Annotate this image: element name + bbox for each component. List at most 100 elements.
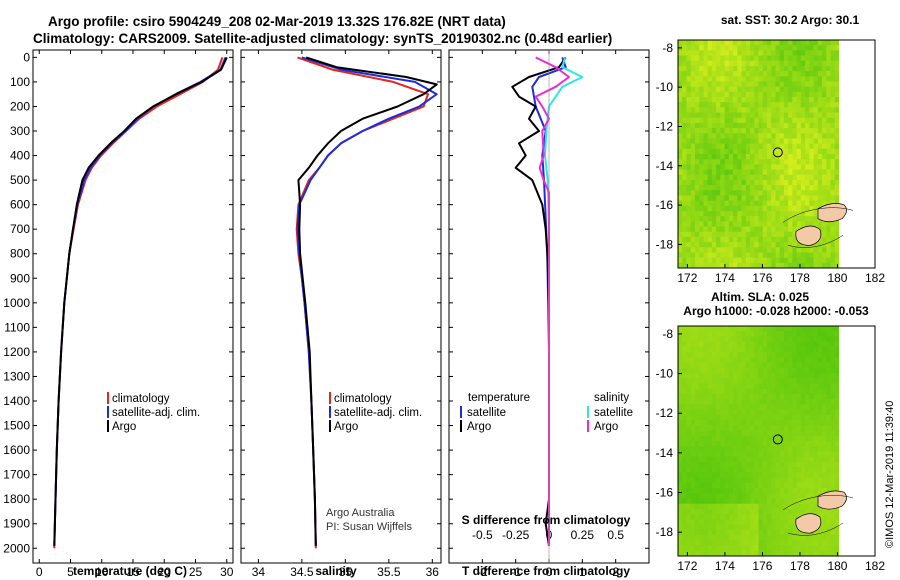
map-cell — [694, 441, 700, 447]
map-cell — [716, 65, 721, 72]
map-cell — [741, 451, 747, 458]
map-cell — [707, 367, 713, 374]
map-cell — [733, 76, 738, 82]
map-cell — [750, 154, 755, 160]
map-cell — [834, 508, 840, 515]
map-cell — [809, 91, 814, 98]
map-cell — [805, 326, 810, 332]
map-cell — [694, 179, 700, 186]
map-cell — [817, 122, 823, 129]
map-cell — [775, 524, 781, 531]
map-cell — [724, 399, 730, 405]
map-cell — [775, 362, 781, 369]
map-cell — [830, 247, 836, 253]
map-cell — [724, 117, 730, 124]
map-cell — [762, 45, 768, 51]
map-cell — [754, 456, 759, 463]
map-cell — [762, 159, 768, 165]
map-cell — [779, 185, 785, 191]
map-cell — [792, 195, 798, 202]
map-cell — [779, 257, 785, 264]
map-cell — [762, 508, 768, 515]
map-cell — [817, 425, 823, 431]
map-cell — [711, 174, 717, 181]
map-cell — [733, 71, 738, 77]
map-cell — [703, 524, 709, 531]
map-cell — [678, 488, 683, 494]
map-cell — [703, 76, 709, 82]
map-cell — [678, 211, 683, 217]
map-cell — [682, 467, 687, 473]
map-cell — [758, 216, 764, 222]
map-cell — [733, 169, 738, 176]
map-cell — [694, 112, 700, 119]
map-cell — [783, 257, 789, 264]
map-cell — [834, 154, 840, 160]
map-cell — [728, 236, 734, 243]
map-cell — [822, 446, 827, 452]
map-cell — [678, 236, 683, 243]
map-cell — [771, 133, 776, 139]
map-cell — [766, 190, 772, 196]
map-cell — [745, 76, 751, 82]
map-cell — [690, 190, 696, 196]
map-cell — [720, 174, 726, 181]
map-cell — [724, 133, 730, 139]
map-cell — [754, 341, 759, 348]
map-cell — [800, 508, 806, 515]
map-cell — [711, 107, 717, 113]
map-cell — [826, 252, 831, 259]
map-cell — [758, 174, 764, 181]
sla-map — [678, 326, 875, 556]
map-cell — [686, 461, 692, 468]
map-cell — [762, 112, 768, 119]
map-cell — [682, 393, 687, 400]
map-cell — [694, 550, 700, 556]
map-cell — [690, 331, 696, 337]
map-cell — [733, 414, 738, 421]
map-cell — [775, 336, 781, 343]
map-cell — [766, 519, 772, 526]
map-cell — [707, 446, 713, 452]
map-cell — [809, 503, 814, 510]
map-cell — [796, 262, 802, 268]
map-cell — [792, 200, 798, 207]
map-cell — [809, 76, 814, 82]
map-cell — [682, 441, 687, 447]
map-cell — [711, 519, 717, 526]
map-cell — [822, 461, 827, 468]
map-cell — [826, 477, 831, 484]
map-cell — [728, 185, 734, 191]
map-cell — [682, 128, 687, 134]
map-cell — [711, 252, 717, 259]
salinity-credit: Argo Australia PI: Susan Wijffels — [326, 507, 412, 533]
map-cell — [690, 107, 696, 113]
map-cell — [690, 112, 696, 119]
map-cell — [682, 117, 687, 124]
map-cell — [817, 242, 823, 248]
map-cell — [809, 55, 814, 62]
map-cell — [758, 357, 764, 363]
sst-map-frame — [677, 39, 876, 269]
map-cell — [754, 352, 759, 358]
map-cell — [783, 91, 789, 98]
map-cell — [834, 107, 840, 113]
map-cell — [724, 148, 730, 155]
map-cell — [796, 81, 802, 88]
map-cell — [817, 257, 823, 264]
map-cell — [678, 262, 683, 268]
map-cell — [707, 430, 713, 437]
map-cell — [813, 540, 819, 546]
map-cell — [779, 247, 785, 253]
map-cell — [678, 493, 683, 499]
map-cell — [788, 236, 793, 243]
map-cell — [737, 242, 742, 248]
map-cell — [830, 425, 836, 431]
map-cell — [733, 231, 738, 238]
map-cell — [750, 257, 755, 264]
map-cell — [779, 409, 785, 416]
map-cell — [728, 409, 734, 416]
map-cell — [741, 456, 747, 463]
map-cell — [711, 451, 717, 458]
map-cell — [678, 148, 683, 155]
